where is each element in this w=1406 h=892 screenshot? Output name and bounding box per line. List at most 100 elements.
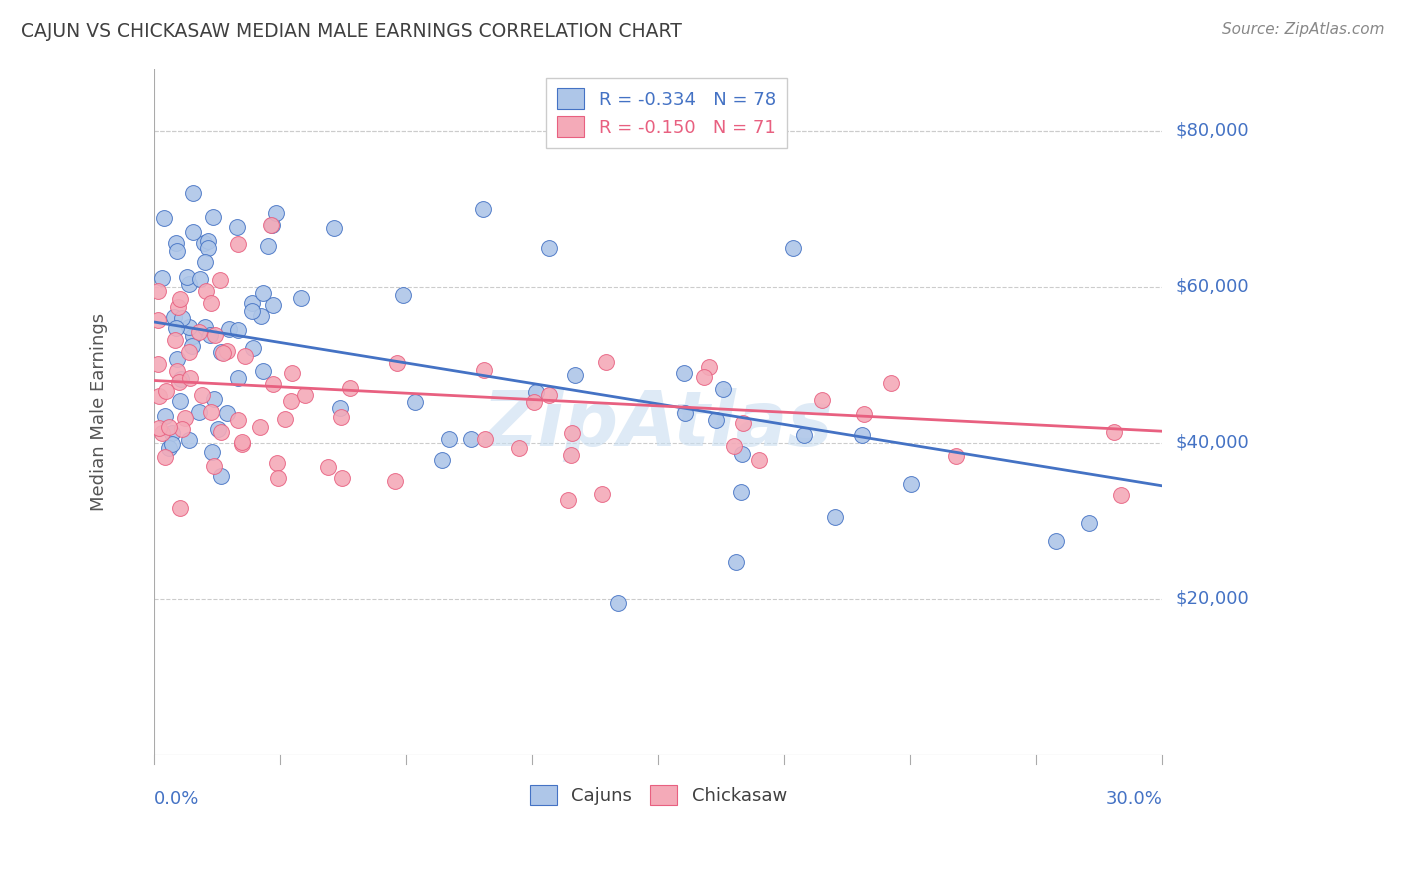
Point xyxy=(329,401,352,415)
Point xyxy=(240,296,263,310)
Point xyxy=(811,392,834,407)
Point xyxy=(537,241,560,255)
Point xyxy=(692,370,714,384)
Point xyxy=(240,304,263,318)
Point xyxy=(179,277,201,291)
Point xyxy=(198,327,221,342)
Point xyxy=(672,366,695,380)
Point xyxy=(169,292,191,306)
Point xyxy=(160,437,183,451)
Point xyxy=(711,382,734,396)
Point xyxy=(146,357,169,371)
Point xyxy=(215,343,238,358)
Point xyxy=(188,405,211,419)
Point xyxy=(209,469,232,483)
Point xyxy=(252,364,274,378)
Point xyxy=(200,405,222,419)
Point xyxy=(218,322,240,336)
Point xyxy=(697,360,720,375)
Point xyxy=(148,389,170,403)
Point xyxy=(523,395,546,409)
Point xyxy=(153,450,176,464)
Point xyxy=(257,238,280,252)
Point xyxy=(323,221,346,235)
Point xyxy=(724,555,747,569)
Point xyxy=(782,241,804,255)
Point xyxy=(606,596,628,610)
Point xyxy=(226,413,249,427)
Text: $80,000: $80,000 xyxy=(1175,122,1249,140)
Point xyxy=(430,453,453,467)
Point xyxy=(226,219,249,234)
Point xyxy=(197,241,219,255)
Text: 0.0%: 0.0% xyxy=(155,790,200,808)
Point xyxy=(188,325,211,339)
Point xyxy=(437,432,460,446)
Point xyxy=(1045,534,1067,549)
Point xyxy=(242,341,264,355)
Point xyxy=(201,444,224,458)
Point xyxy=(460,433,482,447)
Point xyxy=(274,412,297,426)
Point xyxy=(250,309,273,323)
Point xyxy=(260,218,283,232)
Text: $60,000: $60,000 xyxy=(1175,278,1249,296)
Point xyxy=(561,425,583,440)
Point xyxy=(824,509,846,524)
Point xyxy=(880,376,903,390)
Point xyxy=(900,476,922,491)
Point xyxy=(731,447,754,461)
Point xyxy=(564,368,586,383)
Point xyxy=(163,333,186,347)
Point xyxy=(591,487,613,501)
Point xyxy=(226,237,249,252)
Text: Source: ZipAtlas.com: Source: ZipAtlas.com xyxy=(1222,22,1385,37)
Point xyxy=(385,356,408,370)
Point xyxy=(181,339,204,353)
Point xyxy=(392,288,415,302)
Point xyxy=(384,475,406,489)
Point xyxy=(169,394,191,409)
Point xyxy=(557,492,579,507)
Point xyxy=(150,426,173,441)
Point xyxy=(202,211,225,225)
Point xyxy=(207,422,229,436)
Point xyxy=(167,375,190,389)
Point xyxy=(177,344,200,359)
Point xyxy=(262,376,284,391)
Point xyxy=(595,355,617,369)
Point xyxy=(249,420,271,434)
Point xyxy=(733,416,755,430)
Point xyxy=(153,211,176,226)
Point xyxy=(190,272,212,286)
Point xyxy=(146,312,169,326)
Point xyxy=(183,329,205,343)
Point xyxy=(538,388,561,402)
Point xyxy=(157,441,180,455)
Point xyxy=(673,406,696,420)
Point xyxy=(209,425,232,439)
Text: 30.0%: 30.0% xyxy=(1105,790,1163,808)
Point xyxy=(181,225,204,239)
Point xyxy=(153,409,176,424)
Point xyxy=(176,270,198,285)
Point xyxy=(472,363,495,377)
Point xyxy=(179,433,201,447)
Point xyxy=(197,234,219,248)
Point xyxy=(148,421,170,435)
Point xyxy=(1109,488,1132,502)
Text: $40,000: $40,000 xyxy=(1175,434,1250,452)
Point xyxy=(208,272,231,286)
Point xyxy=(235,349,257,363)
Point xyxy=(852,407,875,421)
Point xyxy=(194,255,217,269)
Point xyxy=(560,448,582,462)
Point xyxy=(194,284,217,298)
Text: Median Male Earnings: Median Male Earnings xyxy=(90,313,108,511)
Point xyxy=(280,394,302,409)
Point xyxy=(266,206,288,220)
Point xyxy=(165,321,187,335)
Point xyxy=(169,372,191,386)
Point xyxy=(231,437,253,451)
Point xyxy=(193,236,215,251)
